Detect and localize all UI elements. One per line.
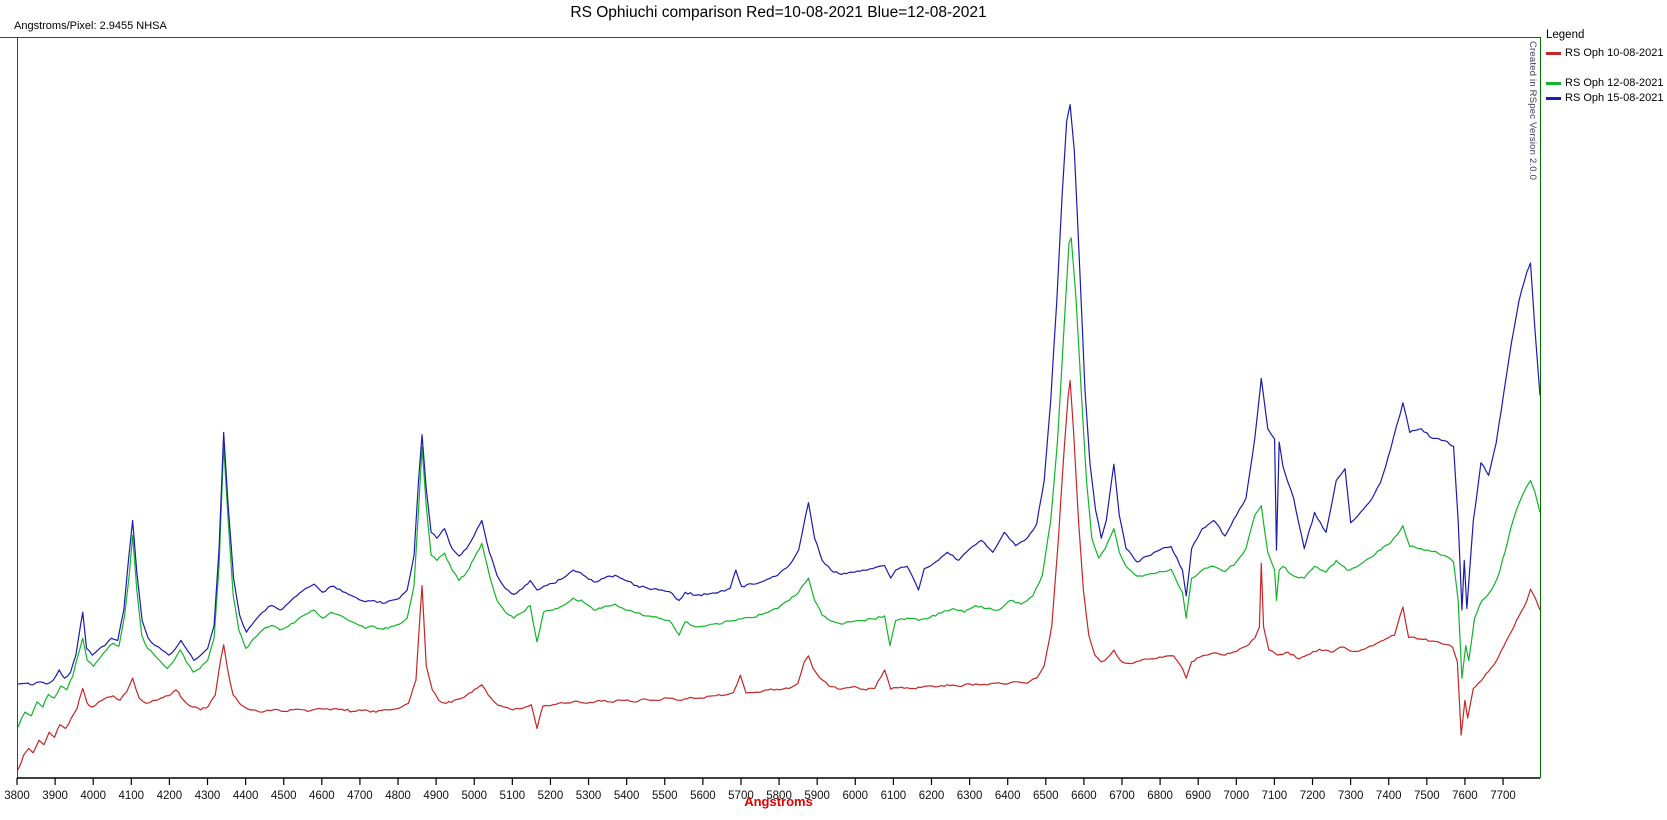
x-axis: 3800 3900 4000 4100 4200 4300 4400 4500 4600 4700… bbox=[4, 777, 1540, 802]
legend-swatch-icon bbox=[1546, 96, 1561, 100]
x-axis-tick-label-5500: 5500 bbox=[652, 790, 678, 802]
x-axis-tick-label-7600: 7600 bbox=[1452, 790, 1478, 802]
legend-item-label: RS Oph 15-08-2021 bbox=[1565, 92, 1664, 104]
x-axis-tick-label-4500: 4500 bbox=[271, 790, 297, 802]
x-axis-tick-label-6300: 6300 bbox=[957, 790, 983, 802]
series-line-2-rs-oph-15-08-2021 bbox=[18, 104, 1540, 686]
series-line-0-rs-oph-10-08-2021 bbox=[18, 380, 1540, 771]
x-axis-tick-label-3800: 3800 bbox=[4, 790, 30, 802]
x-axis-tick-label-7400: 7400 bbox=[1376, 790, 1402, 802]
x-axis-tick-label-4600: 4600 bbox=[309, 790, 335, 802]
legend-swatch-icon bbox=[1546, 51, 1561, 55]
x-axis-tick-label-7000: 7000 bbox=[1224, 790, 1250, 802]
legend-item-label: RS Oph 12-08-2021 bbox=[1565, 77, 1664, 89]
legend: Legend RS Oph 10-08-2021 RS Oph 12-08-202… bbox=[1546, 29, 1666, 104]
x-axis-tick-label-6800: 6800 bbox=[1147, 790, 1173, 802]
x-axis-tick-label-5900: 5900 bbox=[804, 790, 830, 802]
x-axis-tick-label-7700: 7700 bbox=[1490, 790, 1516, 802]
x-axis-tick-label-6900: 6900 bbox=[1185, 790, 1211, 802]
x-axis-tick-label-5400: 5400 bbox=[614, 790, 640, 802]
legend-item-0: RS Oph 10-08-2021 bbox=[1546, 47, 1666, 59]
x-axis-tick-label-5000: 5000 bbox=[461, 790, 487, 802]
series-line-1-rs-oph-12-08-2021 bbox=[18, 237, 1540, 728]
x-axis-tick-label-4100: 4100 bbox=[119, 790, 145, 802]
x-axis-tick-label-4700: 4700 bbox=[347, 790, 373, 802]
plot-top-border-extension bbox=[0, 37, 17, 38]
x-axis-tick-label-4000: 4000 bbox=[80, 790, 106, 802]
legend-title: Legend bbox=[1546, 29, 1585, 41]
x-axis-label: Angstroms bbox=[744, 794, 813, 809]
x-axis-tick-label-4200: 4200 bbox=[157, 790, 183, 802]
x-axis-tick-label-5300: 5300 bbox=[576, 790, 602, 802]
x-axis-tick-label-7300: 7300 bbox=[1338, 790, 1364, 802]
x-axis-tick-label-4900: 4900 bbox=[423, 790, 449, 802]
x-axis-tick-label-6400: 6400 bbox=[995, 790, 1021, 802]
x-axis-tick-label-5800: 5800 bbox=[766, 790, 792, 802]
rspec-watermark: Created in RSpec Version 2.0.0 bbox=[1527, 41, 1538, 181]
x-axis-tick-label-6500: 6500 bbox=[1033, 790, 1059, 802]
legend-swatch-icon bbox=[1546, 81, 1561, 85]
x-axis-tick-label-7100: 7100 bbox=[1262, 790, 1288, 802]
legend-items: RS Oph 10-08-2021 RS Oph 12-08-2021 RS Oph… bbox=[1546, 47, 1666, 104]
x-axis-tick-label-6700: 6700 bbox=[1109, 790, 1135, 802]
x-axis-tick-label-5200: 5200 bbox=[538, 790, 564, 802]
x-axis-tick-label-4400: 4400 bbox=[233, 790, 259, 802]
x-axis-tick-label-5600: 5600 bbox=[690, 790, 716, 802]
x-axis-tick-label-6600: 6600 bbox=[1071, 790, 1097, 802]
x-axis-tick-label-4800: 4800 bbox=[385, 790, 411, 802]
x-axis-tick-label-5700: 5700 bbox=[728, 790, 754, 802]
x-axis-tick-label-6000: 6000 bbox=[842, 790, 868, 802]
spectra-series-svg bbox=[18, 104, 1540, 771]
x-axis-tick-label-4300: 4300 bbox=[195, 790, 221, 802]
x-axis-tick-label-3900: 3900 bbox=[42, 790, 68, 802]
x-axis-tick-label-6100: 6100 bbox=[881, 790, 907, 802]
x-axis-tick-label-7200: 7200 bbox=[1300, 790, 1326, 802]
x-axis-tick-label-6200: 6200 bbox=[919, 790, 945, 802]
chart-title: RS Ophiuchi comparison Red=10-08-2021 Bl… bbox=[570, 4, 987, 21]
legend-item-2: RS Oph 15-08-2021 bbox=[1546, 92, 1666, 104]
scale-label: Angstroms/Pixel: 2.9455 NHSA bbox=[14, 20, 167, 32]
legend-item-label: RS Oph 10-08-2021 bbox=[1565, 47, 1664, 59]
x-axis-tick-label-5100: 5100 bbox=[500, 790, 526, 802]
plot-area: Created in RSpec Version 2.0.0 bbox=[17, 37, 1541, 778]
legend-item-1: RS Oph 12-08-2021 bbox=[1546, 77, 1666, 89]
x-axis-tick-label-7500: 7500 bbox=[1414, 790, 1440, 802]
